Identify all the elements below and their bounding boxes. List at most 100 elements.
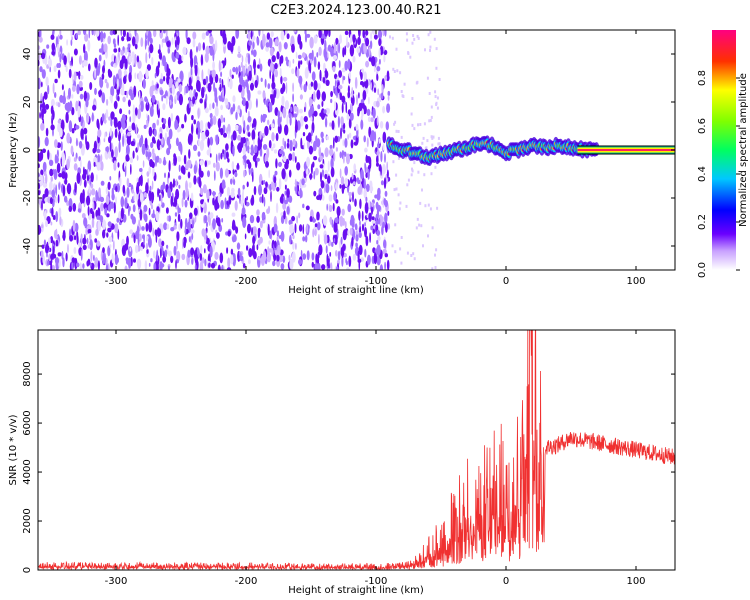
noise-cell xyxy=(224,57,227,66)
noise-cell xyxy=(274,170,278,176)
noise-cell xyxy=(214,73,219,84)
noise-cell xyxy=(274,62,278,70)
noise-cell xyxy=(83,217,88,227)
noise-cell xyxy=(40,52,46,60)
noise-cell xyxy=(42,161,47,172)
noise-cell xyxy=(311,49,314,61)
noise-cell xyxy=(358,231,362,238)
noise-cell xyxy=(98,187,101,198)
spectrogram-ylabel: Frequency (Hz) xyxy=(8,112,19,188)
noise-cell xyxy=(209,45,214,56)
noise-cell xyxy=(364,162,366,170)
noise-cell xyxy=(377,97,382,102)
noise-cell xyxy=(250,30,253,40)
noise-cell xyxy=(297,54,302,60)
noise-cell xyxy=(176,35,180,46)
x-tick-label: 0 xyxy=(503,576,509,587)
noise-cell xyxy=(56,162,61,174)
noise-cell xyxy=(302,132,306,137)
noise-cell xyxy=(79,262,82,270)
noise-cell xyxy=(39,66,43,73)
noise-cell xyxy=(182,238,184,250)
noise-cell xyxy=(332,65,336,73)
noise-cell xyxy=(434,253,436,257)
noise-cell xyxy=(78,156,81,162)
noise-cell xyxy=(260,114,263,123)
noise-cell xyxy=(108,70,113,78)
noise-cell xyxy=(153,30,157,38)
noise-cell xyxy=(227,230,231,237)
noise-cell xyxy=(93,254,95,261)
noise-cell xyxy=(50,176,54,182)
noise-cell xyxy=(57,194,60,204)
noise-cell xyxy=(284,190,287,196)
noise-cell xyxy=(122,135,125,148)
noise-cell xyxy=(69,60,72,66)
noise-cell xyxy=(140,174,143,187)
noise-cell xyxy=(248,70,252,81)
noise-cell xyxy=(198,176,201,185)
noise-cell xyxy=(371,202,374,207)
noise-cell xyxy=(356,46,361,54)
noise-cell xyxy=(204,214,208,224)
noise-cell xyxy=(45,76,49,87)
noise-cell xyxy=(208,262,211,268)
noise-cell xyxy=(233,178,236,186)
noise-cell xyxy=(396,69,399,73)
noise-cell xyxy=(74,222,79,233)
colorbar-tick-label: 0.4 xyxy=(697,166,708,182)
noise-cell xyxy=(341,102,344,114)
noise-cell xyxy=(76,137,78,147)
noise-cell xyxy=(286,114,289,126)
noise-cell xyxy=(190,66,193,78)
noise-cell xyxy=(253,139,255,145)
noise-cell xyxy=(134,72,137,80)
noise-cell xyxy=(332,55,338,60)
noise-cell xyxy=(371,30,376,35)
noise-cell xyxy=(259,220,263,229)
noise-cell xyxy=(145,182,149,194)
noise-cell xyxy=(159,194,161,202)
noise-cell xyxy=(360,169,364,180)
noise-cell xyxy=(282,202,287,210)
noise-cell xyxy=(187,249,191,258)
noise-cell xyxy=(248,248,253,258)
noise-cell xyxy=(237,45,241,53)
noise-cell xyxy=(249,214,255,224)
noise-cell xyxy=(74,235,77,241)
noise-cell xyxy=(170,227,175,232)
noise-cell xyxy=(110,86,115,97)
noise-cell xyxy=(128,109,131,115)
noise-cell xyxy=(204,248,206,254)
noise-cell xyxy=(95,190,98,202)
noise-cell xyxy=(332,202,335,212)
noise-cell xyxy=(247,31,251,41)
noise-cell xyxy=(285,82,288,94)
noise-cell xyxy=(316,195,321,201)
noise-cell xyxy=(237,187,241,197)
noise-cell xyxy=(280,263,285,270)
noise-cell xyxy=(128,72,132,83)
noise-cell xyxy=(116,78,119,90)
noise-cell xyxy=(375,100,380,108)
noise-cell xyxy=(110,111,115,120)
noise-cell xyxy=(228,194,232,205)
noise-cell xyxy=(103,43,108,53)
noise-cell xyxy=(199,98,203,104)
noise-cell xyxy=(419,123,422,126)
noise-cell xyxy=(376,73,379,81)
noise-cell xyxy=(40,250,44,258)
noise-cell xyxy=(170,195,174,207)
noise-cell xyxy=(436,96,439,100)
noise-cell xyxy=(99,196,105,203)
noise-cell xyxy=(147,236,152,248)
noise-cell xyxy=(107,221,112,227)
noise-cell xyxy=(365,183,370,192)
noise-cell xyxy=(422,244,424,248)
noise-cell xyxy=(178,126,182,132)
noise-cell xyxy=(232,95,236,103)
noise-cell xyxy=(72,74,74,85)
noise-cell xyxy=(62,185,66,197)
noise-cell xyxy=(201,69,204,82)
noise-cell xyxy=(176,231,180,242)
